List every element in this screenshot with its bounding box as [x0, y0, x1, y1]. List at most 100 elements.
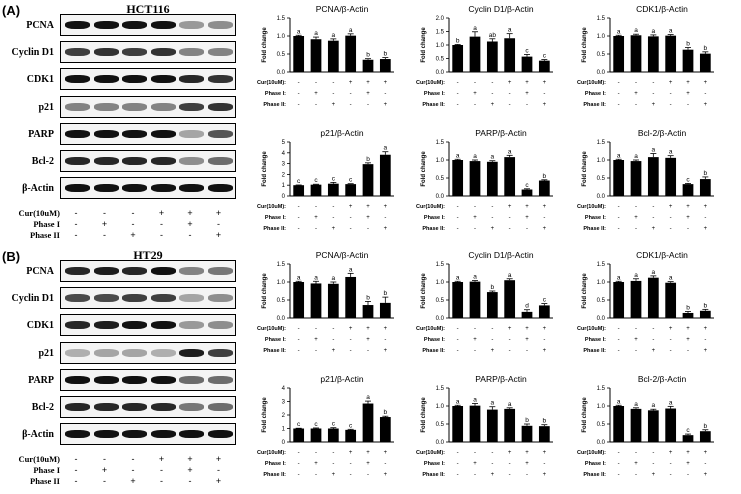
- significance-letter: a: [456, 152, 460, 159]
- treatment-sign: -: [457, 226, 459, 232]
- blot-band: [122, 375, 147, 384]
- significance-letter: a: [332, 275, 336, 282]
- blot-band: [179, 267, 204, 275]
- treatment-label: Phase I:: [424, 91, 445, 97]
- treatment-label: Cur(10uM):: [416, 204, 445, 210]
- bar: [452, 45, 464, 72]
- treatment-sign: +: [366, 91, 370, 97]
- treatment-sign: +: [473, 461, 477, 467]
- bar: [327, 40, 339, 72]
- significance-letter: c: [525, 182, 529, 189]
- western-blot-strip: [60, 314, 236, 337]
- bar: [504, 408, 516, 442]
- significance-letter: a: [617, 28, 621, 35]
- treatment-sign: -: [188, 476, 192, 486]
- y-tick-label: 1.5: [597, 262, 606, 268]
- y-tick-label: 0.0: [436, 70, 445, 76]
- bar: [521, 56, 533, 72]
- significance-letter: c: [543, 53, 547, 60]
- treatment-label: Cur(10uM):: [416, 80, 445, 86]
- chart-title: PCNA/β-Actin: [316, 4, 369, 14]
- y-tick-label: 3: [282, 400, 286, 406]
- y-axis-label: Fold change: [421, 273, 427, 309]
- significance-letter: c: [297, 421, 301, 428]
- treatment-sign: -: [670, 226, 672, 232]
- treatment-sign: -: [652, 461, 654, 467]
- blot-row-label: Bcl-2: [31, 402, 54, 413]
- treatment-label: Phase II:: [263, 348, 286, 354]
- treatment-sign: +: [101, 219, 108, 229]
- blot-row-label: Cyclin D1: [11, 47, 55, 59]
- treatment-sign: +: [384, 102, 388, 108]
- treatment-sign: +: [384, 204, 388, 210]
- blot-band: [122, 430, 147, 439]
- treatment-sign: +: [652, 226, 656, 232]
- significance-letter: c: [297, 178, 301, 185]
- treatment-sign: -: [298, 91, 300, 97]
- blot-band: [65, 157, 90, 165]
- y-tick-label: 0.5: [277, 52, 286, 58]
- y-tick-label: 1.0: [436, 158, 445, 164]
- blot-row-label: p21: [38, 101, 54, 113]
- y-axis-label: Fold change: [421, 151, 427, 187]
- treatment-sign: -: [298, 348, 300, 354]
- y-tick-label: 0.5: [597, 422, 606, 428]
- treatment-sign: -: [474, 226, 476, 232]
- chart-title: PARP/β-Actin: [475, 374, 527, 384]
- treatment-sign: -: [131, 219, 135, 229]
- treatment-sign: +: [215, 476, 222, 486]
- bar: [630, 280, 642, 318]
- treatment-sign: -: [74, 230, 78, 240]
- treatment-sign: +: [634, 91, 638, 97]
- treatment-sign: +: [704, 326, 708, 332]
- significance-letter: a: [491, 400, 495, 407]
- blot-band: [93, 129, 119, 138]
- treatment-sign: -: [652, 204, 654, 210]
- blot-row-label: Bcl-2: [31, 156, 54, 167]
- treatment-sign: +: [669, 326, 673, 332]
- bar-chart: PARP/β-Actin Fold change 0.0 0.5 1.0 1.5 a a a a c…: [416, 128, 553, 232]
- blot-band: [93, 348, 119, 357]
- bar: [613, 36, 625, 72]
- treatment-label: Phase I: [33, 219, 60, 229]
- blot-band: [65, 129, 90, 138]
- treatment-sign: -: [543, 337, 545, 343]
- y-tick-label: 0.5: [436, 422, 445, 428]
- treatment-sign: -: [618, 215, 620, 221]
- treatment-sign: -: [618, 80, 620, 86]
- western-blot-strip: [60, 68, 236, 91]
- treatment-label: Phase I:: [265, 461, 286, 467]
- significance-letter: b: [384, 409, 388, 416]
- treatment-sign: +: [525, 80, 529, 86]
- treatment-sign: -: [509, 461, 511, 467]
- treatment-sign: +: [314, 91, 318, 97]
- blot-band: [207, 348, 233, 357]
- treatment-sign: +: [634, 461, 638, 467]
- treatment-sign: -: [332, 450, 334, 456]
- bar: [665, 408, 677, 442]
- bar: [521, 425, 533, 442]
- significance-letter: b: [686, 305, 690, 312]
- treatment-sign: +: [366, 215, 370, 221]
- treatment-sign: -: [457, 348, 459, 354]
- significance-letter: a: [617, 152, 621, 159]
- blot-band: [150, 403, 176, 411]
- treatment-sign: -: [367, 226, 369, 232]
- treatment-sign: -: [298, 102, 300, 108]
- blot-band: [93, 75, 119, 84]
- treatment-sign: -: [74, 219, 78, 229]
- treatment-sign: -: [670, 461, 672, 467]
- treatment-sign: +: [525, 450, 529, 456]
- treatment-sign: -: [543, 461, 545, 467]
- bar: [538, 305, 550, 318]
- treatment-sign: -: [298, 226, 300, 232]
- bar-chart: Bcl-2/β-Actin Fold change 0.0 0.5 1.0 1.5 a a a a…: [577, 128, 714, 232]
- blot-band: [65, 48, 90, 57]
- bar: [310, 184, 322, 196]
- treatment-label: Cur(10uM):: [577, 204, 606, 210]
- bar: [362, 59, 374, 72]
- bar: [521, 311, 533, 318]
- blot-band: [179, 321, 204, 330]
- treatment-sign: +: [525, 337, 529, 343]
- treatment-sign: -: [298, 204, 300, 210]
